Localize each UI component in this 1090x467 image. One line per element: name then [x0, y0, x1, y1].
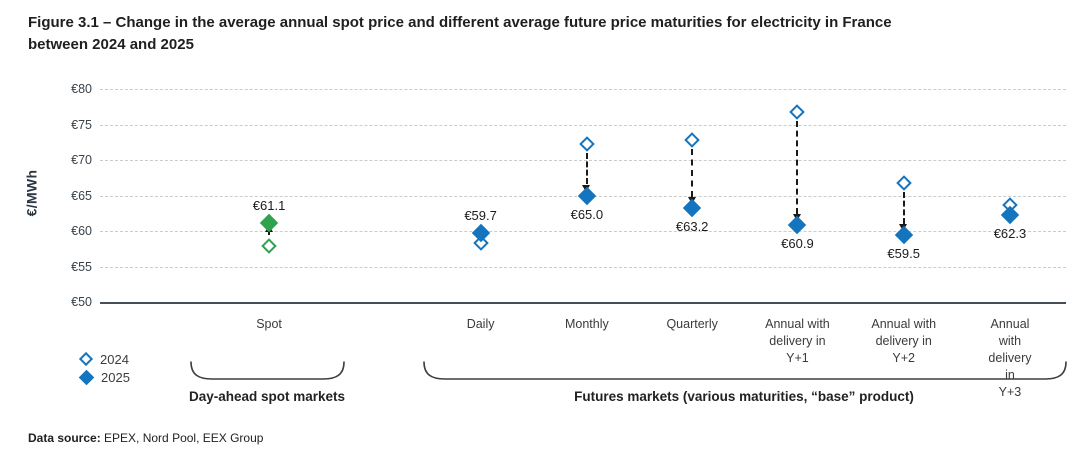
gridline	[100, 160, 1066, 161]
category-label: Annual with delivery in Y+3	[988, 317, 1032, 399]
data-source-label: Data source:	[28, 431, 101, 445]
y-tick-label: €50	[71, 295, 92, 309]
marker-2024-open-diamond	[579, 135, 595, 152]
marker-2024-open-diamond	[684, 132, 700, 148]
marker-2025-filled-diamond	[1000, 205, 1020, 224]
spot-group-label: Day-ahead spot markets	[188, 389, 346, 404]
change-arrow	[796, 121, 799, 214]
category-label: Monthly	[564, 317, 609, 331]
open-diamond-icon	[78, 351, 94, 367]
marker-2025-filled-diamond	[259, 213, 279, 233]
marker-2024-open-diamond	[789, 104, 806, 121]
change-arrow	[585, 152, 588, 185]
category-label: Annual with delivery in Y+1	[765, 317, 830, 365]
gridline	[100, 124, 1066, 126]
legend-item-2024: 2024	[78, 350, 130, 368]
data-source: Data source: EPEX, Nord Pool, EEX Group	[28, 431, 263, 445]
category-label: Quarterly	[666, 317, 718, 331]
y-tick-label: €60	[71, 224, 92, 238]
y-tick-label: €70	[71, 153, 92, 167]
change-arrow	[902, 192, 905, 224]
legend-item-2025: 2025	[78, 368, 130, 386]
futures-group-label: Futures markets (various maturities, “ba…	[574, 389, 914, 404]
point-value-label: €60.9	[781, 235, 814, 251]
y-tick-label: €65	[71, 188, 92, 203]
category-label: Spot	[256, 317, 282, 331]
y-tick-label: €80	[71, 82, 92, 96]
futures-group-brace-icon	[423, 361, 1067, 380]
data-source-text: EPEX, Nord Pool, EEX Group	[100, 431, 264, 445]
change-arrow	[691, 149, 694, 198]
marker-2025-filled-diamond	[471, 223, 490, 243]
marker-2025-filled-diamond	[577, 186, 597, 205]
y-axis-label: €/MWh	[23, 169, 40, 217]
marker-2024-open-diamond	[261, 238, 277, 254]
y-tick-label: €55	[71, 259, 92, 274]
change-arrow	[268, 232, 271, 235]
legend-label-2024: 2024	[100, 351, 129, 367]
marker-2025-filled-diamond	[894, 225, 913, 244]
y-tick-label: €75	[71, 117, 92, 132]
gridline	[100, 266, 1066, 268]
marker-2025-filled-diamond	[682, 199, 702, 218]
legend-label-2025: 2025	[101, 369, 130, 385]
figure-title: Figure 3.1 – Change in the average annua…	[28, 14, 892, 53]
x-axis-line	[100, 302, 1066, 304]
category-label: Annual with delivery in Y+2	[871, 317, 937, 365]
point-value-label: €61.1	[252, 198, 286, 214]
gridline	[100, 231, 1066, 232]
point-value-label: €62.3	[993, 225, 1027, 241]
plot-area: €/MWh €50 €55 €60 €65 €70 €75 €80 €61.1 Spot €59.…	[24, 82, 1066, 399]
gridline	[100, 89, 1066, 90]
point-value-label: €63.2	[675, 219, 709, 235]
marker-2024-open-diamond	[895, 175, 912, 192]
chart-legend: 2024 2025	[78, 350, 130, 386]
point-value-label: €65.0	[570, 206, 604, 222]
category-label: Daily	[466, 317, 495, 331]
point-value-label: €59.7	[464, 208, 497, 224]
filled-diamond-icon	[78, 369, 95, 385]
spot-group-brace-icon	[190, 361, 345, 380]
point-value-label: €59.5	[887, 245, 920, 261]
